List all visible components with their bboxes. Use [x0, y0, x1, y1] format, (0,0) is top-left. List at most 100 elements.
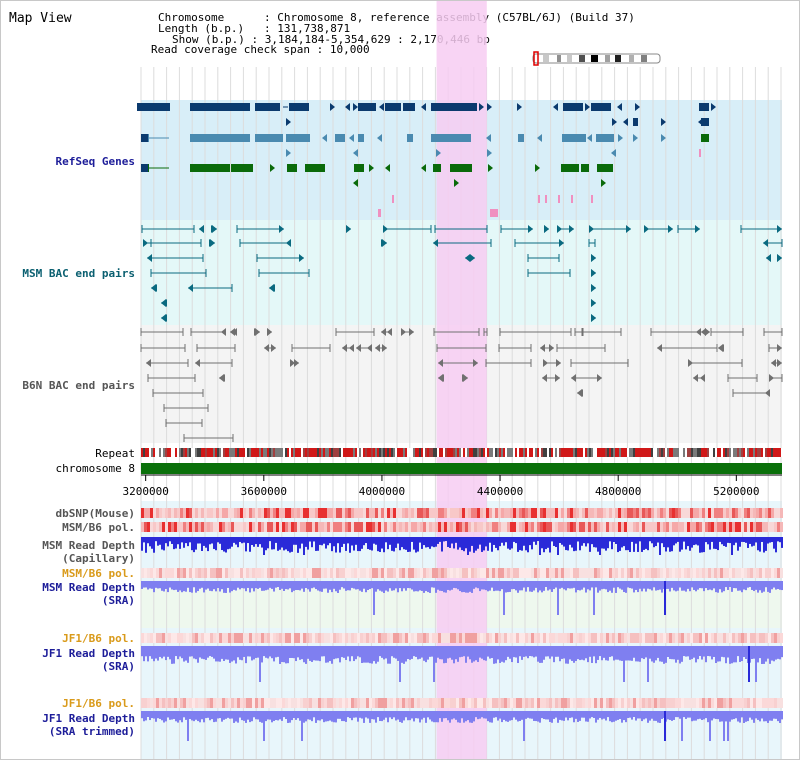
read-depth-bar	[555, 646, 557, 657]
read-depth-bar	[209, 711, 211, 721]
repeat-segment	[197, 448, 199, 457]
read-depth-bar	[403, 581, 405, 589]
read-depth-bar	[639, 581, 641, 589]
read-depth-bar	[369, 646, 371, 664]
read-depth-bar	[701, 537, 703, 553]
read-depth-bar	[485, 711, 487, 719]
polymorphism-cell	[384, 508, 387, 518]
read-depth-bar	[735, 537, 737, 543]
read-depth-bar	[511, 711, 513, 721]
polymorphism-cell	[690, 568, 693, 578]
read-depth-bar	[183, 646, 185, 662]
read-depth-bar	[375, 646, 377, 664]
read-depth-bar	[777, 646, 779, 659]
read-depth-bar	[611, 711, 613, 723]
polymorphism-cell	[384, 633, 387, 643]
read-depth-bar	[779, 537, 781, 543]
read-depth-bar	[439, 537, 441, 542]
polymorphism-cell	[423, 633, 426, 643]
polymorphism-cell	[411, 522, 414, 532]
read-depth-bar	[489, 581, 491, 591]
read-depth-bar	[515, 711, 517, 720]
read-depth-bar	[367, 537, 369, 550]
read-depth-bar	[629, 581, 631, 589]
polymorphism-cell	[519, 508, 522, 518]
polymorphism-cell	[423, 698, 426, 708]
gene-arrow-left	[617, 103, 622, 111]
polymorphism-cell	[336, 633, 339, 643]
read-depth-bar	[241, 646, 243, 661]
repeat-segment	[487, 448, 489, 457]
polymorphism-cell	[600, 633, 603, 643]
repeat-segment	[169, 448, 171, 457]
read-depth-bar	[217, 537, 219, 543]
gene-block	[385, 103, 401, 111]
bac-end-arrow	[210, 239, 215, 247]
repeat-segment	[141, 448, 143, 457]
track-label-msm-b6-pol-2: MSM/B6 pol.	[62, 567, 135, 580]
read-depth-bar	[481, 711, 483, 718]
polymorphism-cell	[240, 698, 243, 708]
polymorphism-cell	[522, 568, 525, 578]
polymorphism-cell	[243, 633, 246, 643]
polymorphism-cell	[144, 508, 147, 518]
repeat-segment	[435, 448, 437, 457]
polymorphism-cell	[285, 508, 288, 518]
repeat-segment	[511, 448, 513, 457]
polymorphism-cell	[426, 522, 429, 532]
read-depth-bar	[387, 537, 389, 550]
repeat-segment	[443, 448, 445, 457]
polymorphism-cell	[693, 568, 696, 578]
read-depth-bar	[151, 646, 153, 659]
repeat-segment	[683, 448, 685, 457]
read-depth-bar	[699, 711, 701, 719]
gene-arrow-right	[612, 118, 617, 126]
gene-block	[563, 103, 583, 111]
gene-arrow-right	[286, 149, 291, 157]
read-depth-bar	[771, 537, 773, 543]
polymorphism-cell	[459, 522, 462, 532]
polymorphism-cell	[510, 568, 513, 578]
read-depth-bar	[385, 537, 387, 543]
read-depth-bar	[241, 537, 243, 544]
read-depth-bar	[425, 711, 427, 723]
polymorphism-cell	[612, 633, 615, 643]
read-depth-bar	[539, 646, 541, 663]
gene-arrow-right	[286, 118, 291, 126]
polymorphism-cell	[471, 508, 474, 518]
repeat-segment	[553, 448, 555, 457]
read-depth-bar	[627, 581, 629, 588]
read-depth-bar	[261, 646, 263, 663]
read-depth-bar	[567, 646, 569, 664]
polymorphism-cell	[222, 568, 225, 578]
read-depth-bar	[177, 711, 179, 723]
read-depth-bar	[607, 581, 609, 593]
read-depth-bar	[295, 537, 297, 545]
polymorphism-cell	[432, 698, 435, 708]
bac-end-arrow	[766, 254, 771, 262]
read-depth-bar	[631, 537, 633, 542]
polymorphism-cell	[294, 698, 297, 708]
repeat-segment	[285, 448, 287, 457]
read-depth-bar	[457, 646, 459, 662]
read-depth-bar	[329, 711, 331, 721]
polymorphism-cell	[657, 522, 660, 532]
read-depth-bar	[469, 646, 471, 660]
polymorphism-cell	[324, 698, 327, 708]
polymorphism-cell	[378, 508, 381, 518]
read-depth-bar	[683, 581, 685, 591]
repeat-segment	[409, 448, 411, 457]
read-depth-bar	[527, 646, 529, 659]
read-depth-bar	[243, 537, 245, 543]
read-depth-bar	[549, 537, 551, 553]
read-depth-bar	[643, 711, 645, 720]
read-depth-bar	[541, 581, 543, 593]
polymorphism-cell	[471, 698, 474, 708]
polymorphism-cell	[207, 508, 210, 518]
read-depth-bar	[253, 711, 255, 718]
read-depth-bar	[781, 537, 783, 548]
polymorphism-cell	[576, 698, 579, 708]
bac-end-arrow	[162, 314, 167, 322]
read-depth-bar	[487, 711, 489, 722]
